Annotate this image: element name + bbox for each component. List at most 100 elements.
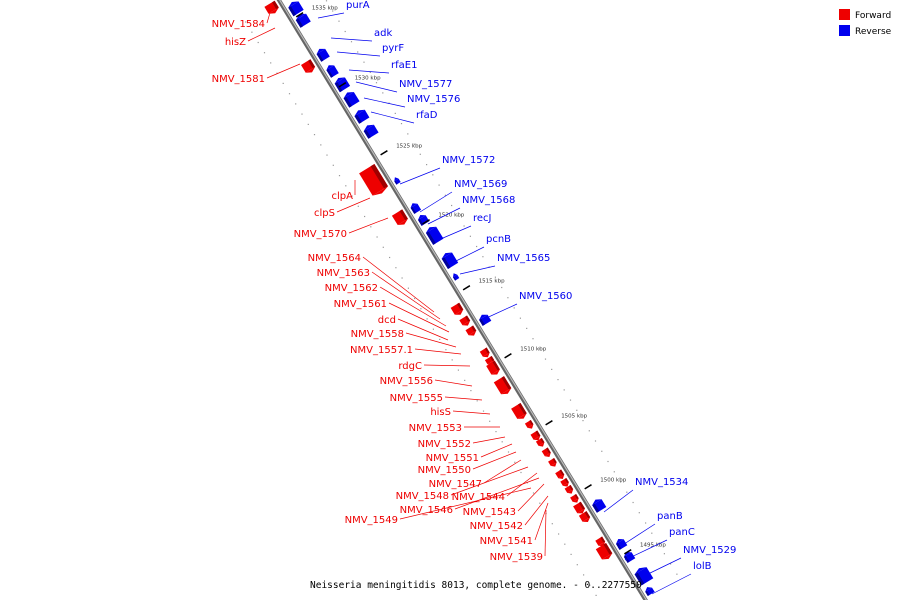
- reverse-gene-block[interactable]: [410, 203, 422, 214]
- reverse-gene-block[interactable]: [363, 124, 379, 139]
- reverse-gene-block[interactable]: [425, 226, 444, 245]
- forward-gene-label[interactable]: NMV_1570: [294, 229, 347, 240]
- forward-gene-block[interactable]: [359, 164, 388, 196]
- forward-gene-label[interactable]: NMV_1546: [400, 505, 453, 516]
- forward-gene-label[interactable]: clpS: [314, 208, 335, 219]
- grid-dot: [451, 359, 453, 361]
- forward-gene-block[interactable]: [511, 403, 527, 419]
- reverse-gene-label[interactable]: adk: [374, 28, 392, 39]
- reverse-gene-label[interactable]: NMV_1577: [399, 79, 452, 90]
- forward-leader-line: [266, 63, 301, 79]
- grid-dot: [282, 82, 284, 84]
- reverse-gene-label[interactable]: lolB: [693, 561, 712, 572]
- forward-gene-block[interactable]: [465, 325, 477, 336]
- forward-gene-label[interactable]: NMV_1549: [345, 515, 398, 526]
- forward-gene-block[interactable]: [450, 302, 464, 315]
- forward-gene-label[interactable]: rdgC: [398, 361, 422, 372]
- reverse-gene-label[interactable]: rfaD: [416, 110, 438, 121]
- reverse-gene-block[interactable]: [645, 587, 655, 596]
- forward-gene-label[interactable]: NMV_1584: [212, 19, 265, 30]
- reverse-gene-label[interactable]: NMV_1565: [497, 253, 550, 264]
- reverse-gene-label[interactable]: recJ: [473, 213, 492, 224]
- forward-gene-block[interactable]: [301, 59, 316, 73]
- forward-gene-block[interactable]: [459, 315, 471, 326]
- reverse-gene-label[interactable]: panC: [669, 527, 695, 538]
- forward-gene-label[interactable]: NMV_1564: [308, 253, 361, 264]
- forward-gene-label[interactable]: NMV_1551: [426, 453, 479, 464]
- forward-gene-label[interactable]: NMV_1539: [490, 552, 543, 563]
- forward-leader-line: [379, 286, 447, 327]
- forward-gene-block[interactable]: [555, 469, 565, 480]
- reverse-gene-label[interactable]: panB: [657, 511, 683, 522]
- forward-gene-label[interactable]: clpA: [332, 191, 354, 202]
- forward-gene-label[interactable]: NMV_1557.1: [350, 345, 413, 356]
- forward-gene-block[interactable]: [493, 376, 512, 395]
- forward-gene-block[interactable]: [391, 209, 408, 225]
- reverse-gene-block[interactable]: [418, 215, 430, 226]
- reverse-gene-block[interactable]: [295, 13, 311, 28]
- reverse-gene-label[interactable]: NMV_1568: [462, 195, 515, 206]
- reverse-gene-label[interactable]: NMV_1529: [683, 545, 736, 556]
- reverse-gene-label[interactable]: purA: [346, 0, 370, 11]
- forward-gene-label[interactable]: NMV_1544: [452, 492, 505, 503]
- forward-gene-label[interactable]: NMV_1552: [418, 439, 471, 450]
- forward-gene-label[interactable]: NMV_1558: [351, 329, 404, 340]
- grid-dot: [489, 420, 491, 422]
- forward-gene-block[interactable]: [535, 438, 545, 447]
- forward-gene-label[interactable]: NMV_1553: [409, 423, 462, 434]
- reverse-gene-block[interactable]: [288, 1, 304, 17]
- reverse-gene-block[interactable]: [354, 109, 370, 124]
- reverse-gene-block[interactable]: [441, 252, 459, 270]
- reverse-gene-label[interactable]: NMV_1534: [635, 477, 688, 488]
- reverse-gene-label[interactable]: NMV_1576: [407, 94, 460, 105]
- grid-dot: [338, 175, 341, 177]
- forward-gene-block[interactable]: [564, 485, 574, 494]
- forward-gene-block[interactable]: [595, 543, 613, 560]
- reverse-gene-label[interactable]: rfaE1: [391, 60, 417, 71]
- forward-gene-label[interactable]: hisS: [430, 407, 451, 418]
- forward-gene-block[interactable]: [541, 447, 551, 458]
- forward-gene-label[interactable]: NMV_1563: [317, 268, 370, 279]
- forward-gene-label[interactable]: NMV_1547: [429, 479, 482, 490]
- forward-gene-label[interactable]: NMV_1555: [390, 393, 443, 404]
- forward-gene-block[interactable]: [479, 347, 490, 358]
- forward-leader-line: [534, 502, 549, 541]
- forward-gene-label[interactable]: dcd: [378, 315, 396, 326]
- forward-gene-label[interactable]: NMV_1542: [470, 521, 523, 532]
- forward-gene-block[interactable]: [524, 420, 534, 429]
- grid-dot: [457, 369, 459, 371]
- forward-gene-label[interactable]: NMV_1556: [380, 376, 433, 387]
- reverse-gene-label[interactable]: pyrF: [382, 43, 404, 54]
- reverse-gene-block[interactable]: [394, 177, 401, 185]
- reverse-gene-block[interactable]: [326, 65, 339, 78]
- grid-dot: [407, 287, 409, 289]
- forward-gene-label[interactable]: NMV_1548: [396, 491, 449, 502]
- forward-gene-block[interactable]: [573, 501, 585, 514]
- forward-gene-label[interactable]: NMV_1543: [463, 507, 516, 518]
- forward-gene-block[interactable]: [548, 458, 557, 467]
- reverse-gene-block[interactable]: [343, 92, 360, 108]
- forward-gene-label[interactable]: NMV_1581: [212, 74, 265, 85]
- reverse-gene-label[interactable]: NMV_1560: [519, 291, 572, 302]
- reverse-gene-label[interactable]: pcnB: [486, 234, 511, 245]
- reverse-gene-label[interactable]: NMV_1569: [454, 179, 507, 190]
- forward-gene-block[interactable]: [560, 478, 569, 487]
- forward-gene-label[interactable]: NMV_1561: [334, 299, 387, 310]
- forward-gene-label[interactable]: NMV_1562: [325, 283, 378, 294]
- forward-gene-block[interactable]: [530, 430, 541, 441]
- forward-gene-label[interactable]: hisZ: [225, 37, 246, 48]
- tick-mark: [295, 12, 304, 18]
- forward-gene-block[interactable]: [570, 494, 579, 503]
- forward-gene-label[interactable]: NMV_1541: [480, 536, 533, 547]
- reverse-gene-block[interactable]: [616, 539, 628, 550]
- reverse-gene-block[interactable]: [592, 499, 607, 513]
- forward-gene-block[interactable]: [578, 511, 591, 522]
- forward-leader-line: [247, 27, 276, 42]
- reverse-gene-label[interactable]: NMV_1572: [442, 155, 495, 166]
- forward-gene-label[interactable]: NMV_1550: [418, 465, 471, 476]
- reverse-gene-block[interactable]: [316, 48, 330, 62]
- reverse-gene-block[interactable]: [634, 567, 654, 586]
- forward-gene-block[interactable]: [486, 360, 500, 375]
- reverse-gene-block[interactable]: [453, 273, 460, 281]
- grid-dot: [657, 542, 659, 544]
